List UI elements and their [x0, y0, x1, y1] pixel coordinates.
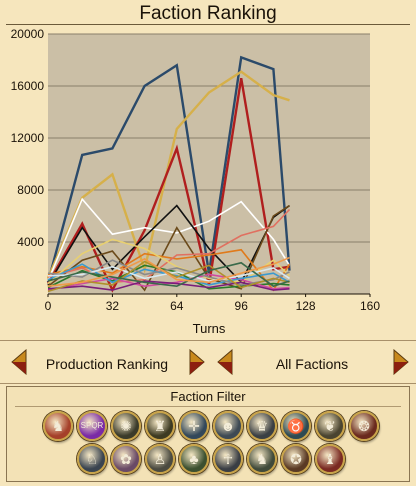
faction-emblem-14-icon[interactable]: ♣ — [179, 444, 209, 474]
series-line-4 — [47, 197, 291, 282]
emblem-glyph: ♘ — [85, 451, 99, 467]
arrow-left-icon — [217, 349, 233, 375]
faction-emblem-11-icon[interactable]: ♘ — [77, 444, 107, 474]
emblem-glyph: ✿ — [120, 451, 132, 467]
ranking-next-button[interactable] — [188, 349, 206, 375]
emblem-glyph: SPQR — [80, 421, 104, 430]
window-title: Faction Ranking — [139, 3, 277, 24]
faction-emblem-3-icon[interactable]: ✺ — [111, 411, 141, 441]
emblem-glyph: ✛ — [188, 418, 200, 434]
emblem-glyph: ❦ — [324, 418, 336, 434]
ranking-prev-button[interactable] — [10, 349, 28, 375]
series-layer — [46, 55, 291, 293]
series-line-12 — [47, 263, 290, 286]
x-tick-label-2: 64 — [170, 299, 184, 313]
faction-emblem-6-icon[interactable]: ☻ — [213, 411, 243, 441]
faction-emblem-5-icon[interactable]: ✛ — [179, 411, 209, 441]
faction-emblem-15-icon[interactable]: ☥ — [213, 444, 243, 474]
emblem-glyph: ♝ — [323, 451, 337, 467]
plot-background — [48, 34, 370, 294]
series-line-17 — [47, 261, 290, 288]
series-line-15 — [47, 265, 290, 282]
emblem-glyph: ✪ — [290, 451, 302, 467]
series-line-1 — [46, 55, 291, 283]
emblem-glyph: ❂ — [358, 418, 370, 434]
section-divider-bottom — [0, 383, 416, 384]
emblem-glyph: ♛ — [255, 418, 269, 434]
filter-title-divider — [15, 406, 401, 407]
arrow-right-icon — [393, 349, 409, 375]
y-tick-label-1: 8000 — [17, 183, 44, 197]
faction-ranking-chart: 4000 8000 12000 16000 20000 0 32 64 96 128 160 Tur… — [11, 28, 381, 336]
y-tick-label-4: 20000 — [11, 28, 45, 41]
x-tick-label-3: 96 — [235, 299, 249, 313]
faction-filter-panel: Faction Filter ♞ SPQR ✺ ♜ ✛ ☻ ♛ ♉ ❦ ❂ ♘ ✿ ♙ ♣ ☥ ♞ ✪ ♝ — [6, 386, 410, 482]
faction-selection-label: All Factions — [275, 356, 349, 372]
ranking-type-label: Production Ranking — [45, 356, 169, 372]
x-tick-label-0: 0 — [45, 299, 52, 313]
faction-emblem-17-icon[interactable]: ✪ — [281, 444, 311, 474]
x-axis-label: Turns — [193, 321, 226, 336]
x-tick-label-4: 128 — [296, 299, 316, 313]
emblem-glyph: ☻ — [220, 418, 236, 434]
emblem-glyph: ☥ — [222, 451, 234, 467]
gridlines — [48, 33, 370, 243]
series-line-18 — [47, 256, 290, 287]
faction-emblem-8-icon[interactable]: ♉ — [281, 411, 311, 441]
x-tick-label-5: 160 — [360, 299, 380, 313]
faction-emblem-18-icon[interactable]: ♝ — [315, 444, 345, 474]
x-tick-label-1: 32 — [106, 299, 120, 313]
faction-filter-title: Faction Filter — [170, 389, 246, 404]
series-line-16 — [47, 260, 290, 293]
series-line-6 — [47, 204, 290, 292]
tick-labels: 4000 8000 12000 16000 20000 0 32 64 96 128 160 — [11, 28, 381, 313]
emblem-glyph: ✺ — [120, 418, 132, 434]
series-line-2 — [46, 70, 290, 279]
series-line-3 — [46, 78, 290, 293]
faction-emblem-9-icon[interactable]: ❦ — [315, 411, 345, 441]
faction-next-button[interactable] — [392, 349, 410, 375]
emblem-glyph: ♉ — [287, 418, 305, 434]
arrow-left-icon — [11, 349, 27, 375]
arrow-right-icon — [189, 349, 205, 375]
emblem-glyph: ♞ — [255, 451, 269, 467]
faction-emblem-12-icon[interactable]: ✿ — [111, 444, 141, 474]
y-tick-label-3: 16000 — [11, 79, 45, 93]
faction-emblem-13-icon[interactable]: ♙ — [145, 444, 175, 474]
series-line-14 — [47, 280, 290, 291]
emblem-glyph: ♙ — [153, 451, 167, 467]
faction-emblem-10-icon[interactable]: ❂ — [349, 411, 379, 441]
title-divider — [6, 24, 410, 25]
series-line-7 — [47, 248, 291, 292]
faction-emblem-2-icon[interactable]: SPQR — [77, 411, 107, 441]
emblem-glyph: ♞ — [51, 418, 65, 434]
series-line-8 — [47, 208, 291, 284]
faction-emblem-4-icon[interactable]: ♜ — [145, 411, 175, 441]
y-tick-label-2: 12000 — [11, 131, 45, 145]
faction-emblem-16-icon[interactable]: ♞ — [247, 444, 277, 474]
y-tick-label-0: 4000 — [17, 235, 44, 249]
faction-emblem-1-icon[interactable]: ♞ — [43, 411, 73, 441]
emblem-glyph: ♣ — [189, 451, 199, 467]
faction-prev-button[interactable] — [216, 349, 234, 375]
section-divider-top — [0, 340, 416, 341]
faction-emblem-7-icon[interactable]: ♛ — [247, 411, 277, 441]
emblem-glyph: ♜ — [153, 418, 167, 434]
